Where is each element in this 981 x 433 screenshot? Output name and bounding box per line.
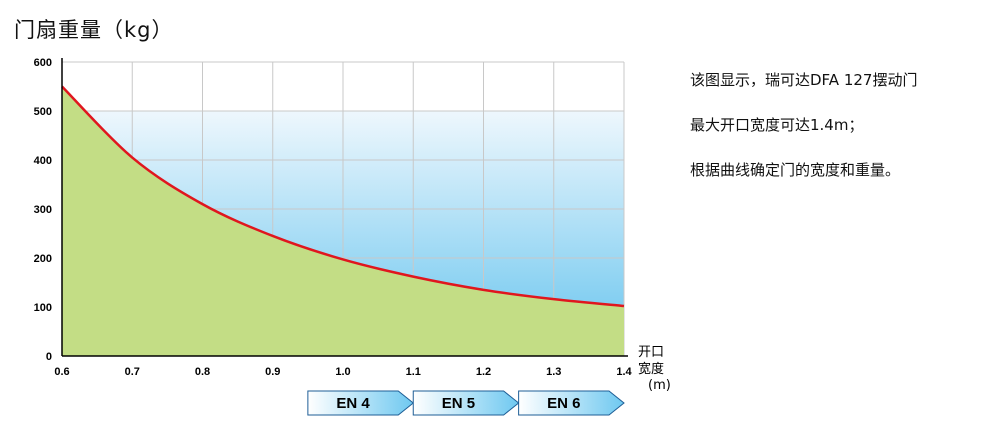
- x-tick-label: 0.7: [125, 366, 140, 378]
- y-tick-label: 600: [34, 57, 52, 69]
- chart-title: 门扇重量（kg）: [14, 18, 174, 42]
- x-tick-label: 0.8: [195, 366, 210, 378]
- y-tick-label: 0: [46, 351, 52, 363]
- y-tick-label: 200: [34, 253, 52, 265]
- class-arrows: EN 4 EN 5 EN 6: [307, 390, 625, 416]
- x-tick-label: 1.0: [335, 366, 350, 378]
- x-tick-label: 1.1: [406, 366, 421, 378]
- description-panel: 该图显示，瑞可达DFA 127摆动门 最大开口宽度可达1.4m； 根据曲线确定门…: [690, 68, 917, 203]
- curve-group: [61, 85, 625, 356]
- x-tick-label: 1.3: [546, 366, 561, 378]
- class-arrow-shape: [412, 390, 520, 416]
- y-tick-label: 400: [34, 155, 52, 167]
- y-tick-label: 100: [34, 302, 52, 314]
- x-axis-label-line2: 宽度: [638, 361, 664, 377]
- area-fill: [62, 86, 624, 356]
- class-arrow-shape: [307, 390, 415, 416]
- description-line-2: 最大开口宽度可达1.4m；: [690, 116, 864, 134]
- axes: [61, 58, 628, 357]
- weight-curve: [61, 85, 625, 308]
- class-arrow-label: EN 4: [336, 395, 370, 412]
- class-arrow-label: EN 6: [547, 395, 580, 412]
- class-arrow-label: EN 5: [442, 395, 475, 412]
- description-line-3: 根据曲线确定门的宽度和重量。: [690, 161, 901, 179]
- x-tick-label: 1.4: [616, 366, 632, 378]
- y-tick-label: 300: [34, 204, 52, 216]
- tick-labels: 0.6 0.7 0.8 0.9 1.0 1.1 1.2 1.3 1.4 0 100 200 300 400…: [34, 57, 633, 378]
- x-tick-label: 0.6: [54, 366, 69, 378]
- x-axis-label-line1: 开口: [638, 345, 664, 360]
- x-axis-unit: (m): [648, 378, 671, 393]
- class-arrow-shape: [518, 390, 625, 416]
- x-tick-label: 1.2: [476, 366, 491, 378]
- y-tick-label: 500: [34, 106, 52, 118]
- x-tick-label: 0.9: [265, 366, 280, 378]
- description-line-1: 该图显示，瑞可达DFA 127摆动门: [690, 71, 918, 89]
